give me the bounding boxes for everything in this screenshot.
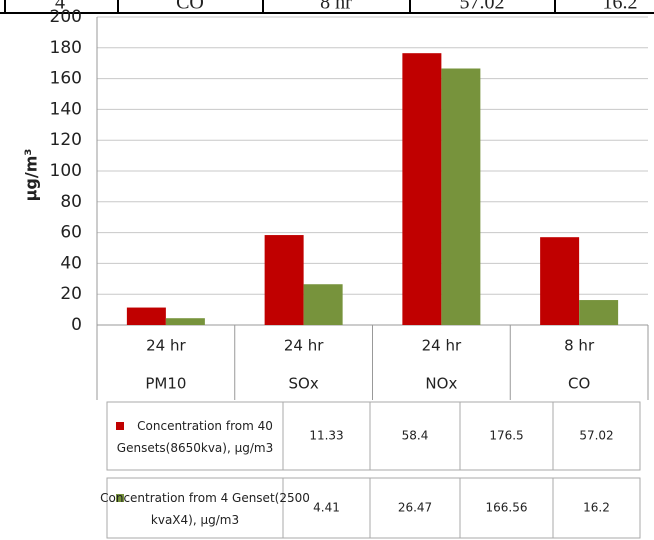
bar: [165, 318, 205, 325]
table-value: 26.47: [398, 501, 432, 515]
x-tick-label: PM10: [145, 375, 186, 393]
table-value: 58.4: [402, 429, 429, 443]
y-tick-label: 120: [50, 130, 82, 150]
table-value: 57.02: [579, 429, 613, 443]
y-tick-label: 20: [60, 284, 82, 304]
y-tick-label: 180: [50, 38, 82, 58]
cell-text: 57.02: [460, 0, 505, 14]
y-axis-label: µg/m³: [22, 149, 41, 202]
bar: [540, 237, 580, 325]
cell-text: 16.2: [603, 0, 638, 14]
y-tick-label: 80: [60, 192, 82, 212]
table-value: 176.5: [489, 429, 523, 443]
table-value: 16.2: [583, 501, 610, 515]
legend-swatch: [116, 422, 124, 430]
x-tick-label: SOx: [289, 375, 319, 393]
table-row: [106, 401, 641, 471]
cell-text: 4: [55, 0, 65, 14]
x-tick-label: CO: [568, 375, 590, 393]
bar: [264, 235, 304, 325]
table-row: [106, 477, 641, 539]
table-value: 11.33: [309, 429, 343, 443]
y-tick-label: 40: [60, 253, 82, 273]
cell-text: 8 hr: [320, 0, 352, 14]
y-tick-label: 140: [50, 99, 82, 119]
bar: [441, 68, 481, 326]
legend-swatch: [116, 494, 124, 502]
bar: [402, 53, 442, 325]
y-tick-label: 100: [50, 161, 82, 181]
x-tick-label: 8 hr: [564, 337, 595, 355]
x-tick-label: 24 hr: [284, 337, 324, 355]
legend-label: Concentration from 40 Gensets(8650kva), µ…: [117, 419, 273, 455]
cell-text: CO: [176, 0, 204, 14]
table-value: 4.41: [313, 501, 340, 515]
y-tick-label: 60: [60, 223, 82, 243]
y-tick-label: 160: [50, 69, 82, 89]
x-tick-label: 24 hr: [146, 337, 186, 355]
legend-label: Concentration from 4 Genset(2500 kvaX4), …: [100, 491, 310, 527]
table-value: 166.56: [486, 501, 528, 515]
bar: [303, 284, 343, 325]
bar: [579, 300, 619, 325]
cut-table-row: 4 CO 8 hr 57.02 16.2: [0, 0, 654, 14]
y-tick-label: 200: [50, 7, 82, 27]
x-tick-label: 24 hr: [422, 337, 462, 355]
bar: [126, 307, 166, 325]
x-tick-label: NOx: [425, 375, 457, 393]
y-tick-label: 0: [71, 315, 82, 335]
